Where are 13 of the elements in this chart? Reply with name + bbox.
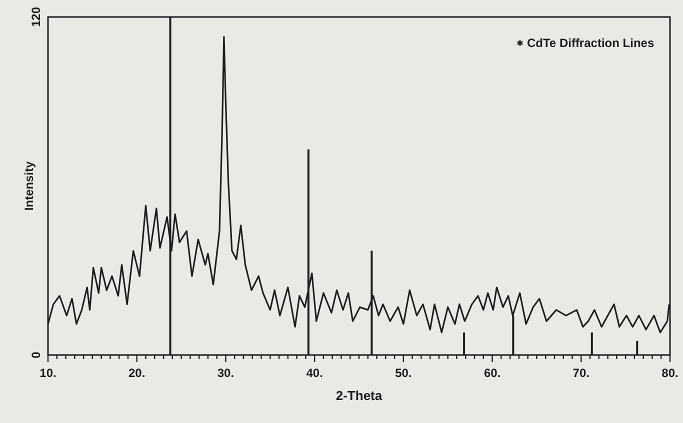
x-tick-label: 20. — [128, 366, 146, 380]
x-tick-label: 50. — [395, 366, 412, 380]
x-tick-label: 60. — [484, 366, 501, 380]
y-axis-title: Intensity — [22, 161, 36, 211]
legend-label: CdTe Diffraction Lines — [527, 36, 654, 50]
x-tick-label: 10. — [40, 366, 56, 380]
x-tick-label: 40. — [306, 366, 323, 380]
x-tick-label: 80. — [662, 366, 678, 380]
x-tick-label: 30. — [217, 366, 234, 380]
x-tick-label: 70. — [572, 366, 590, 380]
y-tick-label: 0 — [29, 351, 43, 358]
x-axis-title: 2-Theta — [336, 388, 383, 403]
y-tick-label: 120 — [29, 6, 43, 28]
